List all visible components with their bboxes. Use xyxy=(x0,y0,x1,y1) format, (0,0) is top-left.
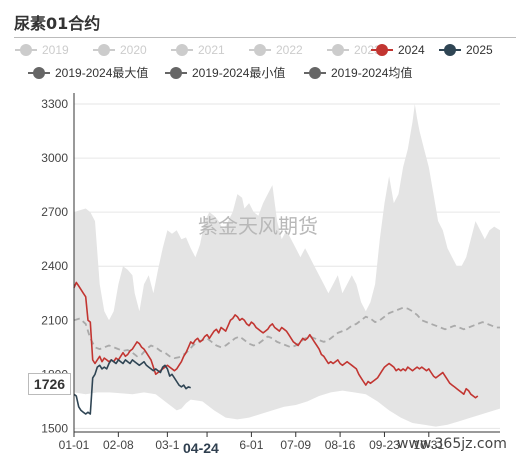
x-tick-label: ‌6-01 xyxy=(239,438,263,452)
legend-marker xyxy=(98,44,110,56)
legend-label: 2019-2024最大值 xyxy=(55,65,148,80)
series-line-2025 xyxy=(73,359,191,415)
watermark-text: 紫金天风期货 xyxy=(198,214,318,238)
legend-marker xyxy=(33,67,45,79)
y-tick-label: 2700 xyxy=(41,205,68,219)
legend-item-2024[interactable]: 2024 xyxy=(371,43,425,57)
y-tick-label: 2400 xyxy=(41,259,68,273)
x-tick-label: 07-09 xyxy=(280,438,311,452)
y-tick-label: 3300 xyxy=(41,97,68,111)
legend-label: 2019-2024最小值 xyxy=(192,65,285,80)
max-min-range-area xyxy=(74,104,500,427)
legend-item-2019-2024最小值[interactable]: 2019-2024最小值 xyxy=(165,65,285,80)
legend-item-2021[interactable]: 2021 xyxy=(171,43,225,57)
legend-item-2019[interactable]: 2019 xyxy=(15,43,69,57)
legend-marker xyxy=(176,44,188,56)
legend-label: 2024 xyxy=(398,43,425,57)
legend-marker xyxy=(376,44,388,56)
x-tick-label: 10-31 xyxy=(413,438,444,452)
legend[interactable]: 2019 2020 2021 2022 2023 2024 2025 2019-2024最大值… xyxy=(15,43,493,80)
series-line-2019-2024均值 xyxy=(73,306,500,360)
x-tick-label: 03-1 xyxy=(155,438,179,452)
legend-label: 2021 xyxy=(198,43,225,57)
range-area xyxy=(74,104,500,427)
site-watermark: www.365jz.com xyxy=(397,436,507,452)
legend-item-2020[interactable]: 2020 xyxy=(93,43,147,57)
axes: 150018002100240027003000330001-0102-0803… xyxy=(41,93,500,452)
title-divider xyxy=(14,37,516,38)
chart-title: 尿素01合约 xyxy=(14,14,101,33)
legend-label: 2023 xyxy=(354,43,381,57)
legend-item-2023[interactable]: 2023 xyxy=(327,43,381,57)
legend-label: 2019-2024均值 xyxy=(331,65,412,80)
legend-label: 2022 xyxy=(276,43,303,57)
legend-marker xyxy=(254,44,266,56)
legend-label: 2025 xyxy=(466,43,493,57)
series-line-2024 xyxy=(73,281,479,399)
legend-marker xyxy=(20,44,32,56)
legend-item-2019-2024最大值[interactable]: 2019-2024最大值 xyxy=(28,65,148,80)
y-tick-label: 3000 xyxy=(41,151,68,165)
x-axis-pointer-label: 04-24 xyxy=(183,440,219,456)
x-tick-label: 01-01 xyxy=(59,438,90,452)
x-tick-label: 08-16 xyxy=(325,438,356,452)
legend-marker xyxy=(444,44,456,56)
y-tick-label: 1500 xyxy=(41,421,68,435)
legend-item-2022[interactable]: 2022 xyxy=(249,43,303,57)
y-tick-label: 2100 xyxy=(41,313,68,327)
legend-item-2025[interactable]: 2025 xyxy=(439,43,493,57)
legend-marker xyxy=(309,67,321,79)
legend-item-2019-2024均值[interactable]: 2019-2024均值 xyxy=(304,65,412,80)
legend-marker xyxy=(170,67,182,79)
legend-label: 2019 xyxy=(42,43,69,57)
legend-marker xyxy=(332,44,344,56)
x-tick-label: 09-23 xyxy=(369,438,400,452)
legend-label: 2020 xyxy=(120,43,147,57)
series-lines xyxy=(73,281,500,415)
x-tick-label: 02-08 xyxy=(103,438,134,452)
y-axis-pointer-badge: 1726 xyxy=(28,373,71,395)
